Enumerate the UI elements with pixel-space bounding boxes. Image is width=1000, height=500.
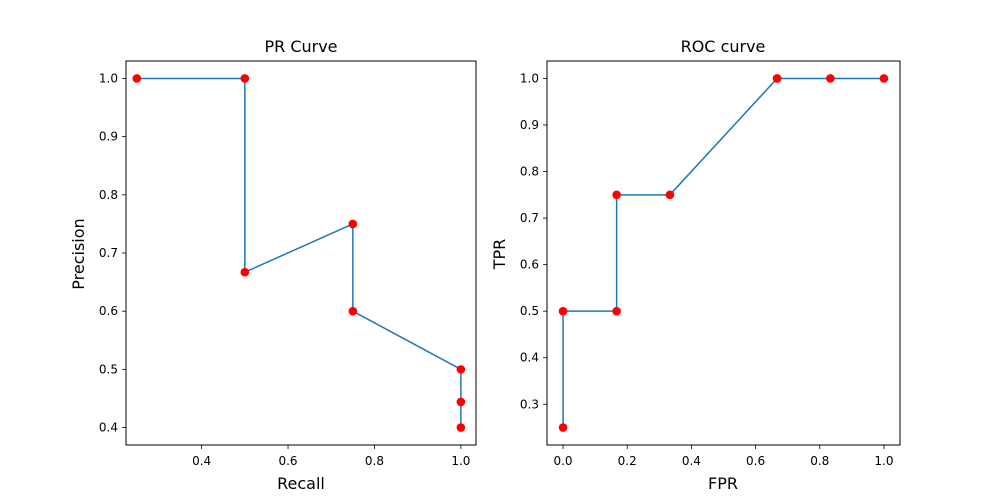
roc-x-axis-title: FPR (708, 474, 738, 493)
roc-data-point (772, 74, 782, 83)
roc-data-point (665, 190, 675, 200)
pr-data-point (456, 423, 466, 432)
pr-x-tick-label: 0.8 (365, 454, 384, 468)
pr-y-tick-label: 0.4 (99, 421, 118, 435)
pr-y-axis-title: Precision (69, 218, 88, 289)
pr-y-tick-label: 0.5 (99, 362, 118, 376)
pr-x-ticks: 0.4 0.6 0.8 1.0 (192, 445, 470, 468)
roc-x-tick-label: 0.6 (746, 454, 765, 468)
roc-y-tick-label: 0.4 (520, 351, 539, 365)
roc-data-point (879, 74, 889, 83)
pr-x-axis-title: Recall (277, 474, 325, 493)
pr-y-ticks: 0.4 0.5 0.6 0.7 0.8 0.9 1.0 (99, 71, 126, 435)
roc-y-tick-label: 0.8 (520, 165, 539, 179)
pr-series-line (136, 77, 462, 428)
roc-x-tick-label: 0.8 (810, 454, 829, 468)
pr-x-tick-label: 0.6 (278, 454, 297, 468)
roc-y-tick-label: 0.9 (520, 118, 539, 132)
roc-data-point (612, 190, 621, 200)
pr-data-point (348, 306, 358, 316)
roc-y-axis-title: TPR (490, 239, 509, 271)
pr-y-tick-label: 0.9 (99, 130, 118, 144)
roc-y-tick-label: 0.7 (520, 211, 539, 225)
roc-y-ticks: 0.3 0.4 0.5 0.6 0.7 0.8 0.9 1.0 (520, 71, 547, 411)
roc-axes-frame (546, 60, 901, 446)
roc-plot-area (558, 74, 889, 432)
pr-axes-frame (125, 60, 477, 446)
roc-data-point (826, 74, 835, 83)
pr-y-tick-label: 1.0 (99, 71, 118, 85)
roc-curve-panel: ROC curve FPR TPR 0.0 0.2 0.4 0.6 0.8 1.0 0.3… (490, 37, 901, 493)
roc-x-tick-label: 0.0 (553, 454, 572, 468)
roc-data-point (612, 306, 621, 316)
pr-data-point (240, 74, 250, 83)
pr-y-tick-label: 0.8 (99, 188, 118, 202)
roc-series-line (562, 77, 884, 428)
pr-y-tick-label: 0.7 (99, 246, 118, 260)
roc-data-point (558, 423, 568, 432)
roc-x-tick-label: 0.2 (618, 454, 637, 468)
pr-data-point (240, 267, 250, 277)
pr-data-point (348, 219, 358, 229)
roc-x-tick-label: 0.4 (682, 454, 701, 468)
roc-y-tick-label: 1.0 (520, 71, 539, 85)
pr-curve-title: PR Curve (264, 37, 337, 56)
pr-data-point (456, 365, 466, 374)
roc-x-tick-label: 1.0 (874, 454, 893, 468)
pr-data-point (132, 74, 142, 83)
roc-x-ticks: 0.0 0.2 0.4 0.6 0.8 1.0 (553, 445, 894, 468)
pr-curve-panel: PR Curve Recall Precision 0.4 0.6 0.8 1.0 0… (69, 37, 477, 493)
roc-data-point (558, 306, 568, 316)
pr-y-tick-label: 0.6 (99, 304, 118, 318)
pr-data-point (456, 397, 466, 407)
pr-x-tick-label: 0.4 (192, 454, 211, 468)
roc-curve-title: ROC curve (681, 37, 766, 56)
roc-y-tick-label: 0.6 (520, 258, 539, 272)
roc-y-tick-label: 0.5 (520, 304, 539, 318)
pr-x-tick-label: 1.0 (451, 454, 470, 468)
pr-plot-area (132, 74, 466, 432)
roc-y-tick-label: 0.3 (520, 397, 539, 411)
